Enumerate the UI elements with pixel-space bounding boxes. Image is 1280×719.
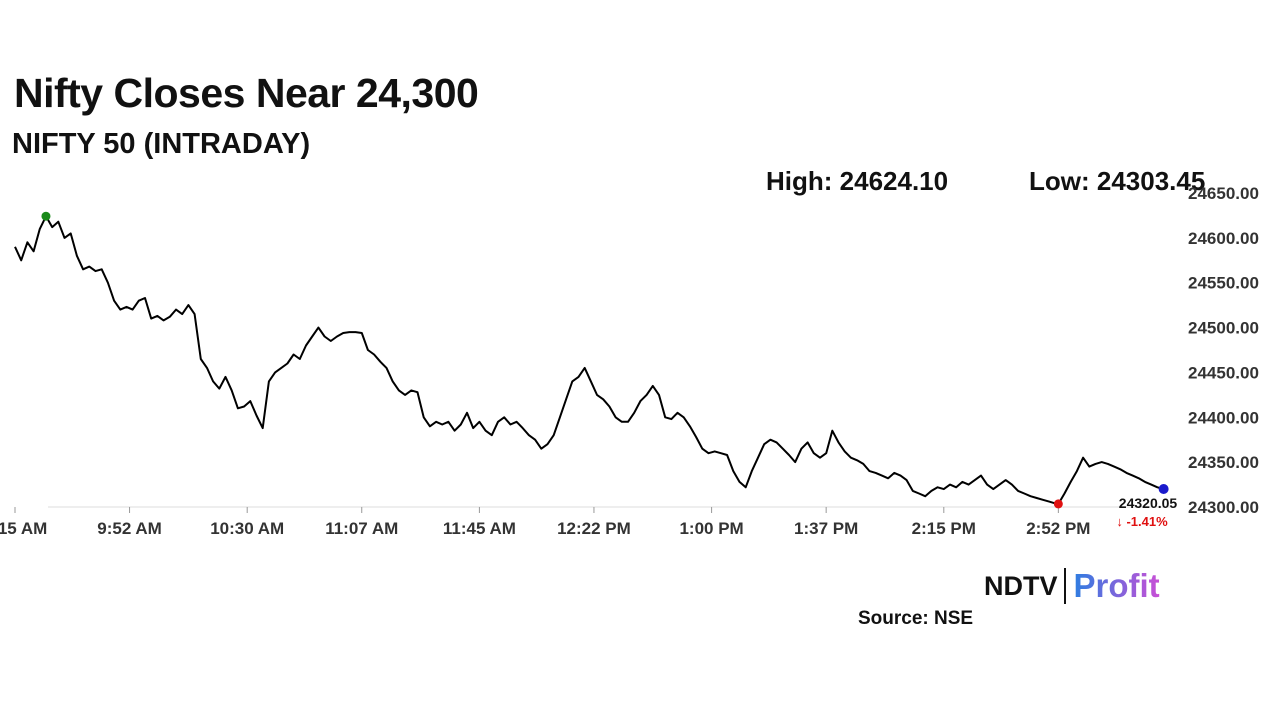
logo-divider [1063, 568, 1066, 604]
y-tick-label: 24300.00 [1188, 498, 1259, 517]
high-point-marker [41, 211, 51, 221]
y-tick-label: 24500.00 [1188, 319, 1259, 338]
y-tick-label: 24350.00 [1188, 453, 1259, 472]
last-change-label: ↓ -1.41% [1116, 514, 1168, 529]
logo-profit-text: Profit [1073, 567, 1160, 604]
high-stat: High: 24624.10 [766, 166, 949, 196]
y-tick-label: 24550.00 [1188, 274, 1259, 293]
x-tick-label: 10:30 AM [210, 519, 284, 538]
x-axis: 9:15 AM 9:52 AM 10:30 AM 11:07 AM 11:45 AM 12… [0, 507, 1090, 538]
ndtv-profit-logo: NDTV Profit [984, 566, 1160, 606]
y-axis: 24300.00 24350.00 24400.00 24450.00 24500.00… [1188, 184, 1259, 517]
y-tick-label: 24400.00 [1188, 408, 1259, 427]
x-tick-label: 1:37 PM [794, 519, 858, 538]
x-tick-label: 11:07 AM [325, 519, 398, 538]
x-tick-label: 12:22 PM [557, 519, 631, 538]
chart-title: Nifty Closes Near 24,300 [14, 70, 479, 116]
last-value-label: 24320.05 [1119, 495, 1178, 511]
x-tick-label: 2:52 PM [1026, 519, 1090, 538]
source-note: Source: NSE [858, 608, 974, 629]
logo-ndtv-text: NDTV [984, 570, 1058, 601]
chart-subtitle: NIFTY 50 (INTRADAY) [12, 128, 311, 160]
x-tick-label: 1:00 PM [679, 519, 743, 538]
x-tick-label: 11:45 AM [443, 519, 516, 538]
low-stat: Low: 24303.45 [1029, 166, 1206, 196]
x-tick-label: 9:15 AM [0, 519, 47, 538]
x-tick-label: 9:52 AM [97, 519, 162, 538]
y-tick-label: 24650.00 [1188, 184, 1259, 203]
price-series-line [14, 215, 1164, 505]
y-tick-label: 24600.00 [1188, 229, 1259, 248]
chart-markers: 24320.05 ↓ -1.41% [41, 211, 1178, 529]
last-point-marker [1158, 484, 1169, 495]
x-tick-label: 2:15 PM [912, 519, 976, 538]
y-tick-label: 24450.00 [1188, 363, 1259, 382]
low-point-marker [1053, 499, 1063, 509]
